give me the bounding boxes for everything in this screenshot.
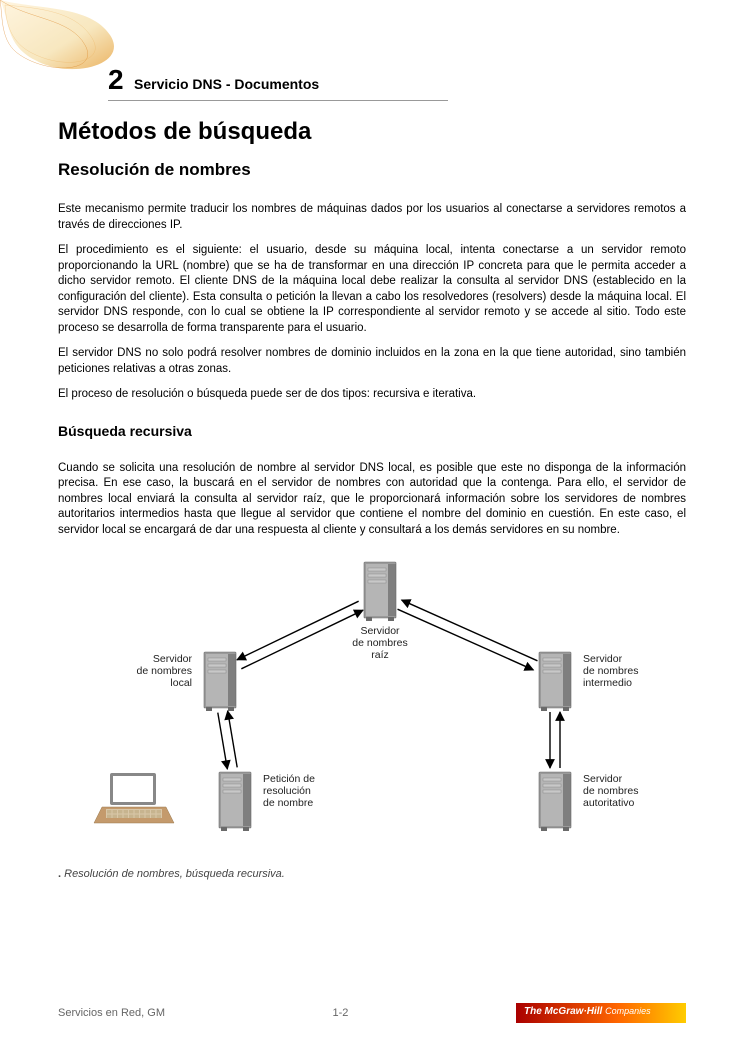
section-title: Búsqueda recursiva bbox=[58, 423, 686, 439]
footer-page-number: 1-2 bbox=[333, 1007, 349, 1019]
page-footer: Servicios en Red, GM 1-2 The McGraw·Hill… bbox=[58, 1003, 686, 1023]
page-subtitle: Resolución de nombres bbox=[58, 160, 686, 180]
caption-text: Resolución de nombres, búsqueda recursiv… bbox=[64, 868, 285, 880]
chapter-header: 2 Servicio DNS - Documentos bbox=[108, 64, 448, 101]
paragraph: El servidor DNS no solo podrá resolver n… bbox=[58, 346, 686, 377]
figure-caption: . Resolución de nombres, búsqueda recurs… bbox=[58, 868, 686, 880]
svg-text:Petición deresoluciónde nombre: Petición deresoluciónde nombre bbox=[263, 773, 315, 809]
svg-text:Servidorde nombresautoritativo: Servidorde nombresautoritativo bbox=[583, 773, 638, 809]
publisher-badge: The McGraw·Hill Companies bbox=[516, 1003, 686, 1023]
paragraph: El procedimiento es el siguiente: el usu… bbox=[58, 243, 686, 336]
paragraph: El proceso de resolución o búsqueda pued… bbox=[58, 387, 686, 403]
svg-text:Servidorde nombresintermedio: Servidorde nombresintermedio bbox=[583, 653, 638, 689]
paragraph: Cuando se solicita una resolución de nom… bbox=[58, 461, 686, 539]
chapter-number: 2 bbox=[108, 64, 124, 95]
paragraph: Este mecanismo permite traducir los nomb… bbox=[58, 202, 686, 233]
page-title: Métodos de búsqueda bbox=[58, 118, 686, 146]
dns-recursive-diagram: Servidorde nombresraíz Servidorde nombres… bbox=[58, 558, 686, 858]
publisher-sub: Companies bbox=[605, 1006, 651, 1016]
page-content: Métodos de búsqueda Resolución de nombre… bbox=[58, 118, 686, 880]
svg-text:Servidorde nombresraíz: Servidorde nombresraíz bbox=[352, 625, 407, 661]
publisher-main: The McGraw·Hill bbox=[524, 1006, 602, 1017]
chapter-title: Servicio DNS - Documentos bbox=[134, 76, 319, 92]
footer-left: Servicios en Red, GM bbox=[58, 1007, 165, 1019]
svg-text:Servidorde nombreslocal: Servidorde nombreslocal bbox=[137, 653, 193, 689]
